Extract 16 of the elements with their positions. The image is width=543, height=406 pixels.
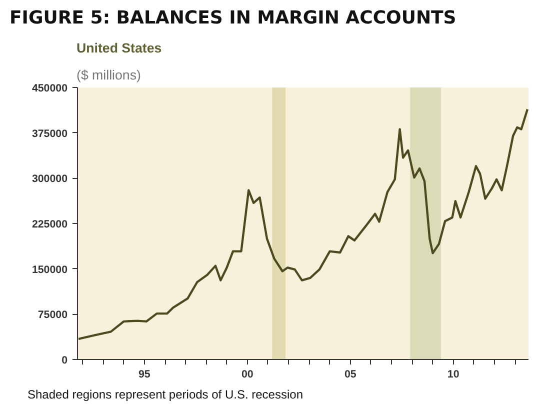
y-tick-label: 375000 <box>32 128 68 140</box>
y-tick-label: 150000 <box>32 264 68 276</box>
x-tick-label: 05 <box>344 368 356 380</box>
chart-title: FIGURE 5: BALANCES IN MARGIN ACCOUNTS <box>10 8 456 28</box>
y-tick-label: 225000 <box>32 218 68 230</box>
chart-subtitle: United States <box>76 40 162 56</box>
line-series <box>78 108 528 340</box>
x-tick-label: 10 <box>447 368 460 380</box>
y-tick-label: 0 <box>62 354 68 366</box>
y-tick-label: 300000 <box>32 173 68 186</box>
y-tick-label: 75000 <box>38 309 68 322</box>
x-tick-label: 00 <box>241 368 254 380</box>
y-axis-title: ($ millions) <box>76 68 141 82</box>
text: Shaded regions represent periods of U.S. recession <box>28 388 303 402</box>
y-tick-label: 450000 <box>32 82 68 94</box>
x-tick-label: 95 <box>138 368 150 380</box>
